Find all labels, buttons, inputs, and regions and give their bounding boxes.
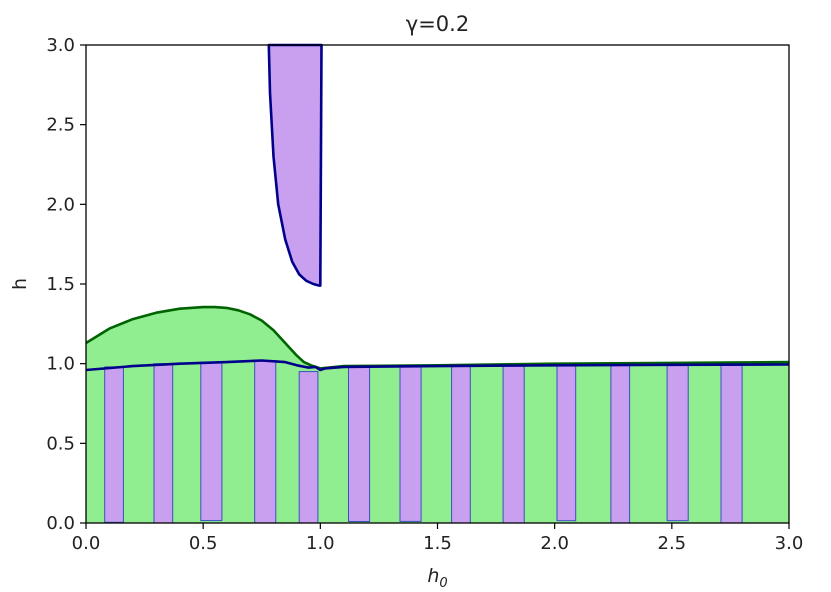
purple-bar-9 (502, 365, 525, 524)
chart-title: γ=0.2 (406, 12, 469, 36)
purple-bar-3 (200, 361, 223, 522)
x-axis-label: h0 (427, 565, 447, 591)
purple-bar-7 (399, 365, 422, 522)
x-axis-label-main: h (427, 565, 439, 587)
x-tick-label-1.5: 1.5 (423, 533, 452, 554)
y-tick-label-1.5: 1.5 (46, 274, 75, 295)
purple-bar-1 (104, 366, 124, 523)
y-axis-label: h (9, 278, 31, 290)
purple-bar-5 (298, 371, 319, 524)
x-tick-label-2.5: 2.5 (658, 533, 687, 554)
y-tick-label-0.5: 0.5 (46, 433, 75, 454)
purple-bar-10 (556, 364, 577, 522)
y-tick-label-0.0: 0.0 (46, 513, 75, 534)
y-tick-label-2.5: 2.5 (46, 115, 75, 136)
blue-boundary-line (85, 359, 790, 372)
x-tick-label-1.0: 1.0 (306, 533, 335, 554)
purple-bar-8 (451, 364, 471, 524)
x-tick-label-2.0: 2.0 (540, 533, 569, 554)
x-tick-label-3.0: 3.0 (775, 533, 804, 554)
axis-ticks: 0.0 0.5 1.0 1.5 2.0 2.5 3.0 0.0 0.5 1.0 1.5 2.0 2.5 3… (46, 35, 803, 554)
plot-area (85, 43, 790, 524)
purple-bar-2 (153, 363, 174, 524)
x-tick-label-0.5: 0.5 (189, 533, 218, 554)
purple-bar-4 (254, 360, 277, 524)
purple-bar-12 (666, 364, 689, 522)
x-axis-label-subscript: 0 (439, 576, 447, 591)
x-tick-label-0.0: 0.0 (72, 533, 101, 554)
purple-bar-6 (348, 366, 371, 522)
y-tick-label-3.0: 3.0 (46, 35, 75, 56)
purple-spike-region (267, 43, 323, 287)
y-tick-label-1.0: 1.0 (46, 354, 75, 375)
purple-bar-13 (720, 364, 743, 524)
y-tick-label-2.0: 2.0 (46, 194, 75, 215)
purple-bar-11 (610, 364, 631, 524)
